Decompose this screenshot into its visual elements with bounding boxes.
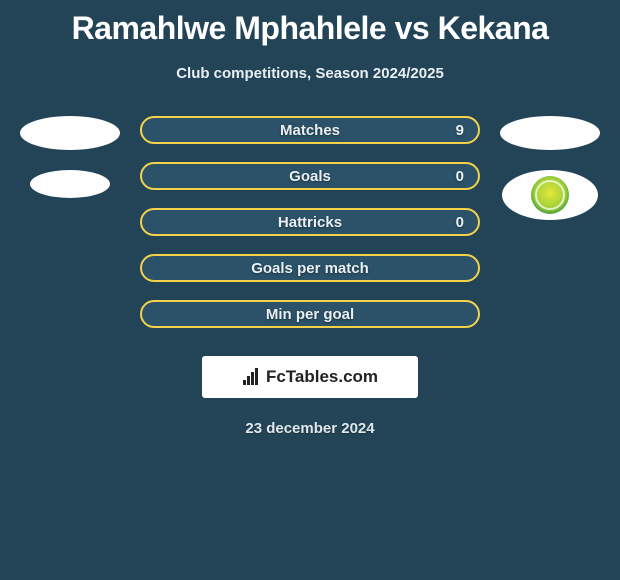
stat-bar-matches: Matches 9 (140, 116, 480, 144)
left-logo-column (20, 116, 120, 198)
stat-label: Matches (280, 122, 340, 139)
stat-label: Goals (289, 168, 331, 185)
stat-label: Goals per match (251, 260, 369, 277)
sundowns-badge-icon (531, 176, 569, 214)
brand-box[interactable]: FcTables.com (202, 356, 418, 398)
page-subtitle: Club competitions, Season 2024/2025 (0, 65, 620, 82)
stat-bar-goals: Goals 0 (140, 162, 480, 190)
stat-bar-goals-per-match: Goals per match (140, 254, 480, 282)
right-logo-column (500, 116, 600, 220)
brand-text: FcTables.com (266, 367, 378, 387)
stat-bar-hattricks: Hattricks 0 (140, 208, 480, 236)
left-team-logo-1 (20, 116, 120, 150)
page-title: Ramahlwe Mphahlele vs Kekana (0, 0, 620, 47)
left-team-logo-2 (30, 170, 110, 198)
brand-label: FcTables.com (242, 367, 378, 387)
stat-value-right: 0 (456, 168, 464, 185)
stat-bar-min-per-goal: Min per goal (140, 300, 480, 328)
bar-chart-icon (242, 368, 262, 386)
stat-value-right: 9 (456, 122, 464, 139)
stat-value-right: 0 (456, 214, 464, 231)
date-line: 23 december 2024 (0, 420, 620, 437)
stat-label: Hattricks (278, 214, 342, 231)
right-team-logo-1 (500, 116, 600, 150)
stat-bars: Matches 9 Goals 0 Hattricks 0 Goals per … (140, 116, 480, 328)
comparison-area: Matches 9 Goals 0 Hattricks 0 Goals per … (0, 116, 620, 328)
right-team-logo-2 (502, 170, 598, 220)
stat-label: Min per goal (266, 306, 354, 323)
